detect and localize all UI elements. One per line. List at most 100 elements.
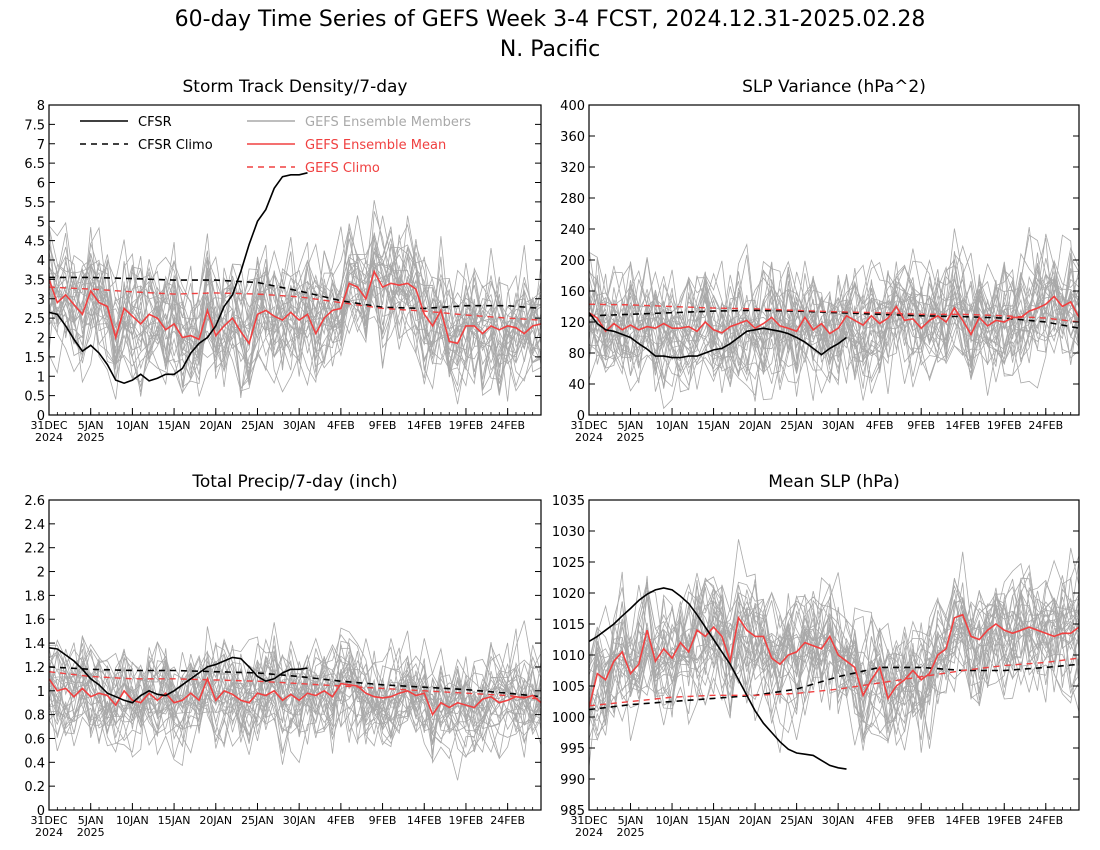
chart-legend: CFSR CFSR Climo GEFS Ensemble Members GE… — [80, 115, 471, 176]
ensemble-member-line — [49, 238, 541, 392]
legend-label-members: GEFS Ensemble Members — [305, 115, 471, 130]
ensemble-member-line — [49, 638, 541, 767]
x-tick-label: 4FEB — [327, 419, 355, 432]
x-tick-label: 10JAN — [116, 814, 149, 827]
panel-title: SLP Variance (hPa^2) — [742, 77, 926, 97]
y-tick-label: 2.4 — [24, 518, 45, 533]
y-tick-label: 3 — [37, 293, 45, 308]
y-tick-label: 240 — [560, 223, 585, 238]
x-tick-label: 5JAN — [618, 814, 644, 827]
ensemble-member-line — [49, 242, 541, 394]
y-tick-label: 995 — [560, 742, 585, 757]
x-tick-label: 10JAN — [656, 814, 689, 827]
series-line-gefs-climo — [49, 286, 541, 321]
x-tick-year-label: 2025 — [77, 431, 105, 444]
y-tick-label: 2.6 — [24, 494, 45, 509]
x-tick-label: 31DEC — [30, 419, 67, 432]
ensemble-member-line — [589, 582, 1079, 742]
x-tick-label: 4FEB — [866, 814, 894, 827]
plot-area — [589, 227, 1079, 410]
y-axis: 0 0.2 0.4 0.6 0.8 1 1.2 1.4 1.6 1.8 2 2.2 2.4 2.6 — [24, 494, 541, 819]
x-tick-label: 14FEB — [945, 419, 980, 432]
y-tick-label: 200 — [560, 254, 585, 269]
x-tick-label: 30JAN — [283, 814, 316, 827]
y-tick-label: 0.2 — [24, 780, 45, 795]
x-tick-label: 15JAN — [158, 814, 191, 827]
y-tick-label: 6 — [37, 177, 45, 192]
ensemble-member-line — [589, 588, 1079, 740]
ensemble-member-line — [49, 638, 541, 745]
ensemble-member-line — [589, 593, 1079, 741]
y-tick-label: 8 — [37, 99, 45, 114]
panel-mean-slp: Mean SLP (hPa) 985 990 995 1000 1005 1010 1015 1… — [552, 472, 1080, 839]
series-line-cfsr-climo — [589, 663, 1079, 711]
x-tick-label: 9FEB — [907, 419, 935, 432]
ensemble-member-line — [589, 260, 1079, 387]
x-tick-year-label: 2024 — [575, 826, 603, 839]
y-tick-label: 0.8 — [24, 709, 45, 724]
y-tick-label: 7 — [37, 138, 45, 153]
ensemble-member-line — [589, 586, 1079, 753]
ensemble-members — [49, 200, 541, 405]
y-tick-label: 1000 — [552, 711, 585, 726]
y-tick-label: 2.5 — [24, 312, 45, 327]
y-tick-label: 280 — [560, 192, 585, 207]
y-tick-label: 0.4 — [24, 756, 45, 771]
ensemble-members — [589, 539, 1079, 767]
y-tick-label: 5 — [37, 215, 45, 230]
x-tick-label: 31DEC — [30, 814, 67, 827]
y-tick-label: 1.6 — [24, 613, 45, 628]
y-tick-label: 2 — [37, 332, 45, 347]
figure-subtitle: N. Pacific — [500, 37, 600, 62]
x-tick-label: 20JAN — [739, 814, 772, 827]
ensemble-members — [589, 227, 1079, 410]
y-tick-label: 1.4 — [24, 637, 45, 652]
x-tick-label: 20JAN — [199, 419, 232, 432]
ensemble-member-line — [589, 251, 1079, 384]
panel-total-precip: Total Precip/7-day (inch) 0 0.2 0.4 0.6 0.8 1 1… — [24, 472, 542, 839]
plot-area — [589, 539, 1079, 770]
plot-area — [49, 620, 541, 781]
y-tick-label: 4.5 — [24, 235, 45, 250]
ensemble-member-line — [49, 233, 541, 384]
y-tick-label: 6.5 — [24, 157, 45, 172]
y-tick-label: 0 — [37, 804, 45, 819]
ensemble-member-line — [49, 215, 541, 395]
y-tick-label: 1005 — [552, 680, 585, 695]
ensemble-member-line — [589, 258, 1079, 379]
legend-label-gefs-climo: GEFS Climo — [305, 161, 380, 176]
ensemble-member-line — [589, 257, 1079, 391]
x-tick-label: 19FEB — [987, 419, 1022, 432]
y-tick-label: 0.5 — [24, 390, 45, 405]
y-tick-label: 1.8 — [24, 589, 45, 604]
y-tick-label: 985 — [560, 804, 585, 819]
series-line-cfsr — [49, 172, 308, 385]
y-tick-label: 2 — [37, 566, 45, 581]
y-axis: 985 990 995 1000 1005 1010 1015 1020 1025 1030 103… — [552, 494, 1079, 819]
x-tick-year-label: 2025 — [77, 826, 105, 839]
x-tick-year-label: 2024 — [575, 431, 603, 444]
legend-label-cfsr: CFSR — [138, 115, 172, 130]
x-tick-label: 30JAN — [283, 419, 316, 432]
y-tick-label: 320 — [560, 161, 585, 176]
ensemble-member-line — [49, 211, 541, 390]
y-tick-label: 5.5 — [24, 196, 45, 211]
y-tick-label: 0 — [577, 409, 585, 424]
ensemble-member-line — [589, 252, 1079, 376]
x-tick-label: 4FEB — [327, 814, 355, 827]
y-tick-label: 80 — [568, 347, 585, 362]
x-tick-label: 9FEB — [907, 814, 935, 827]
x-tick-label: 25JAN — [780, 814, 813, 827]
y-tick-label: 160 — [560, 285, 585, 300]
x-tick-year-label: 2024 — [35, 826, 63, 839]
legend-label-mean: GEFS Ensemble Mean — [305, 138, 446, 153]
x-tick-label: 5JAN — [78, 419, 104, 432]
y-tick-label: 7.5 — [24, 118, 45, 133]
series-line-cfsr — [589, 312, 847, 359]
y-tick-label: 1025 — [552, 556, 585, 571]
x-tick-year-label: 2025 — [617, 826, 645, 839]
x-tick-label: 30JAN — [822, 419, 855, 432]
x-tick-label: 4FEB — [866, 419, 894, 432]
